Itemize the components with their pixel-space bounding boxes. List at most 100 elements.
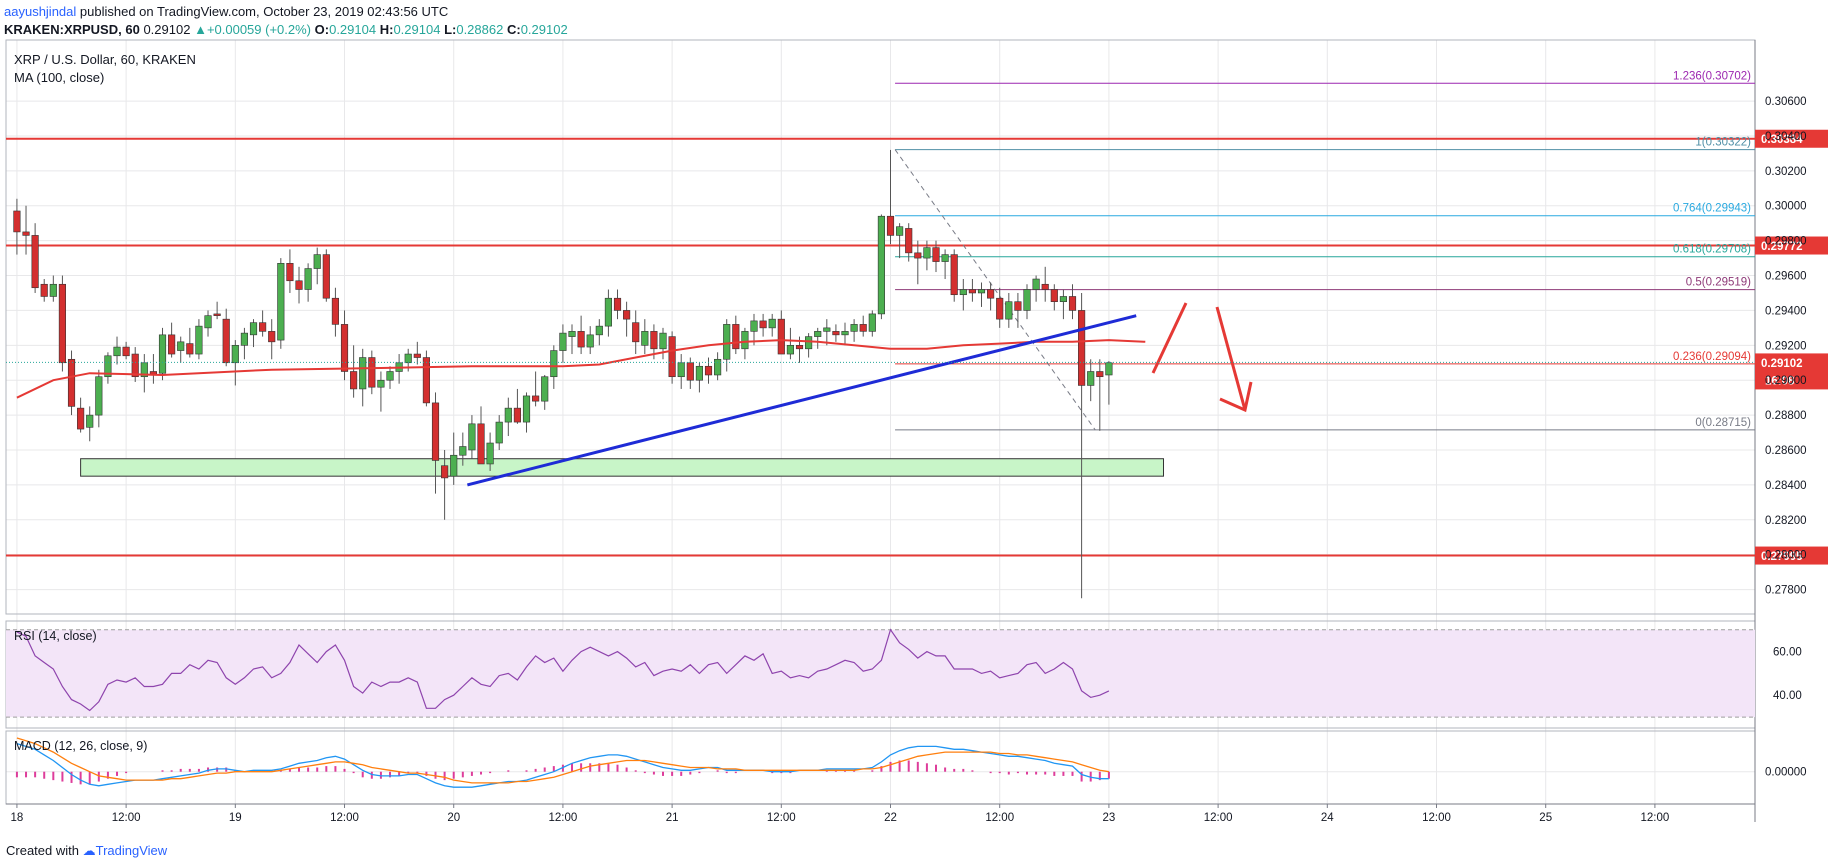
time-tick-label: 12:00 bbox=[112, 812, 141, 824]
candle-body bbox=[477, 423, 485, 465]
candle-body bbox=[541, 376, 549, 402]
time-tick-label: 19 bbox=[229, 812, 242, 824]
candle-body bbox=[441, 465, 449, 479]
footer: Created with ☁TradingView bbox=[6, 843, 167, 859]
fib-level-label: 0.236(0.29094) bbox=[1673, 351, 1751, 363]
price-tick-label: 0.30200 bbox=[1765, 166, 1807, 178]
symbol: KRAKEN:XRPUSD, 60 bbox=[4, 22, 140, 37]
candle-body bbox=[13, 210, 21, 233]
up-triangle-icon: ▲ bbox=[194, 22, 207, 37]
candle-body bbox=[777, 318, 785, 355]
rsi-line bbox=[16, 628, 1110, 712]
candle-body bbox=[522, 395, 531, 423]
candle-body bbox=[750, 320, 758, 332]
candle-body bbox=[195, 325, 203, 355]
candle-body bbox=[450, 454, 458, 477]
candle-body bbox=[1005, 301, 1013, 320]
macd-label: MACD (12, 26, close, 9) bbox=[14, 739, 148, 753]
rsi-line-path bbox=[16, 628, 1110, 712]
candle-body bbox=[1105, 362, 1113, 376]
candle-body bbox=[131, 353, 139, 378]
price-tick-label: 0.29600 bbox=[1765, 271, 1807, 283]
candle-body bbox=[568, 331, 576, 337]
candle-body bbox=[359, 357, 367, 390]
price-tick-label: 0.29800 bbox=[1765, 236, 1807, 248]
support-zone bbox=[80, 458, 1165, 477]
panel-title: XRP / U.S. Dollar, 60, KRAKEN bbox=[14, 52, 196, 67]
candle-body bbox=[632, 322, 640, 343]
time-tick-label: 12:00 bbox=[985, 812, 1014, 824]
candle-body bbox=[286, 263, 294, 282]
candle-body bbox=[941, 254, 949, 262]
symbol-line: KRAKEN:XRPUSD, 60 0.29102 ▲+0.00059 (+0.… bbox=[4, 22, 568, 37]
candle-body bbox=[704, 365, 713, 376]
candle-body bbox=[886, 215, 895, 236]
candle-body bbox=[923, 247, 931, 259]
fib-level-label: 0.5(0.29519) bbox=[1686, 277, 1751, 289]
author-link[interactable]: aayushjindal bbox=[4, 4, 77, 19]
candle-body bbox=[350, 371, 358, 390]
candle-body bbox=[1041, 283, 1049, 290]
low-label: L: bbox=[444, 22, 457, 37]
price-tick-label: 0.29000 bbox=[1765, 375, 1807, 387]
candle-body bbox=[786, 345, 794, 355]
candle-body bbox=[805, 336, 813, 350]
candle-body bbox=[186, 343, 194, 355]
rsi-band bbox=[6, 629, 1755, 718]
candle-body bbox=[896, 226, 904, 236]
candle-body bbox=[814, 331, 822, 337]
price-tick-label: 0.27800 bbox=[1765, 585, 1807, 597]
pane-frame bbox=[5, 39, 1756, 615]
candle-body bbox=[259, 322, 267, 332]
open-label: O: bbox=[314, 22, 330, 37]
candles bbox=[13, 149, 1113, 599]
time-tick-label: 25 bbox=[1539, 812, 1552, 824]
created-with: Created with bbox=[6, 843, 79, 858]
price-tag-label: 0.30384 bbox=[1761, 134, 1803, 146]
candle-body bbox=[695, 365, 703, 381]
change-value: +0.00059 (+0.2%) bbox=[206, 22, 312, 37]
candle-body bbox=[104, 355, 112, 378]
candle-body bbox=[31, 235, 39, 289]
forecast-arrows bbox=[1151, 302, 1253, 413]
time-tick-label: 12:00 bbox=[1204, 812, 1233, 824]
candle-body bbox=[313, 254, 321, 269]
candle-body bbox=[832, 331, 840, 336]
low-value: 0.28862 bbox=[456, 22, 504, 37]
candle-body bbox=[741, 331, 749, 350]
price-tag bbox=[1755, 236, 1828, 255]
candle-body bbox=[459, 446, 467, 456]
candle-body bbox=[659, 332, 667, 350]
fib-level-label: 0(0.28715) bbox=[1695, 417, 1751, 429]
candle-body bbox=[977, 289, 986, 294]
candle-body bbox=[368, 357, 376, 388]
candle-body bbox=[168, 334, 176, 355]
candle-body bbox=[623, 310, 631, 320]
last-price-tag bbox=[1755, 353, 1828, 390]
rsi-tick-label: 40.00 bbox=[1773, 690, 1802, 702]
candle-body bbox=[677, 362, 685, 378]
candle-body bbox=[513, 407, 521, 423]
candle-body bbox=[1023, 289, 1031, 311]
candle-body bbox=[641, 331, 649, 346]
candle-body bbox=[322, 254, 330, 299]
candle-body bbox=[113, 346, 121, 357]
candle-body bbox=[795, 345, 804, 350]
price-tick-label: 0.28200 bbox=[1765, 515, 1807, 527]
candle-body bbox=[850, 324, 858, 332]
candle-body bbox=[859, 324, 867, 332]
rsi-band-fill bbox=[6, 629, 1755, 718]
time-tick-label: 20 bbox=[447, 812, 460, 824]
tradingview-link[interactable]: TradingView bbox=[95, 843, 168, 858]
candle-body bbox=[1059, 296, 1067, 303]
price-axis: 0.30384 0.29772 0.27995 0.29102 16:08 0.30600… bbox=[6, 96, 1828, 779]
candle-body bbox=[686, 362, 694, 381]
time-tick-label: 21 bbox=[666, 812, 679, 824]
candle-body bbox=[77, 407, 85, 430]
time-tick-label: 18 bbox=[11, 812, 24, 824]
publish-info: published on TradingView.com, October 23… bbox=[79, 4, 449, 19]
candle-body bbox=[431, 402, 440, 461]
candle-body bbox=[996, 297, 1004, 320]
time-tick-label: 12:00 bbox=[549, 812, 578, 824]
